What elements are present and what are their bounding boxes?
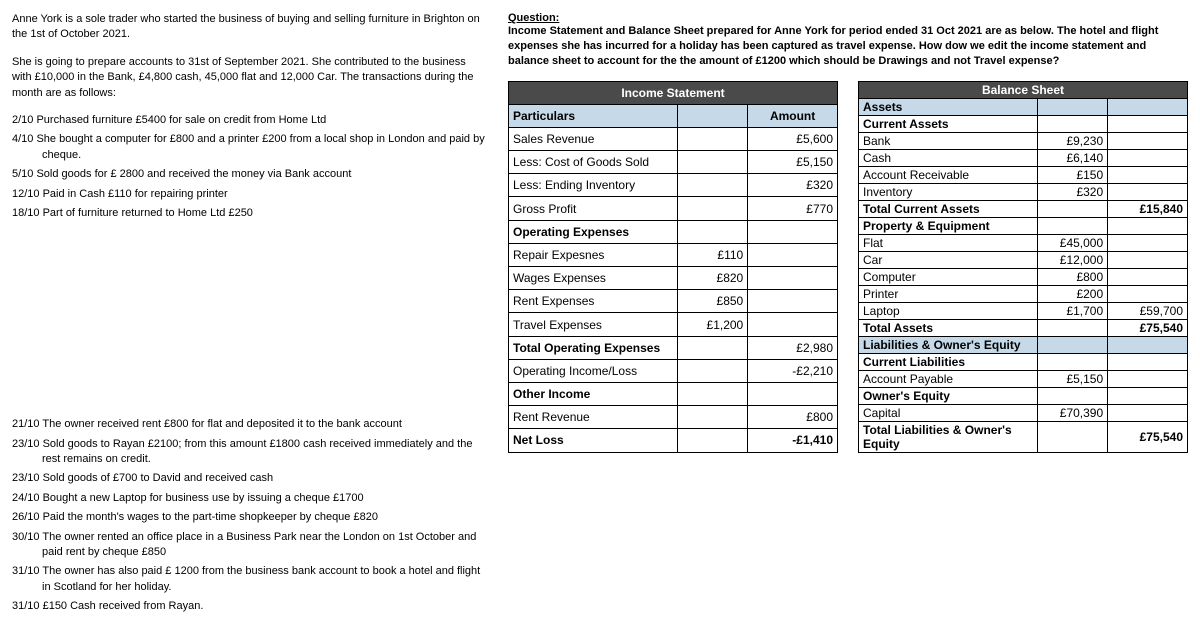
transaction-line: 30/10 The owner rented an office place i…	[12, 530, 488, 561]
bs-label: Total Current Assets	[859, 200, 1038, 217]
is-other-income-head: Other Income	[509, 382, 678, 405]
bs-val: £9,230	[1038, 132, 1108, 149]
is-label: Travel Expenses	[509, 313, 678, 336]
intro-p2: She is going to prepare accounts to 31st…	[12, 55, 488, 101]
is-col-particulars: Particulars	[509, 104, 678, 127]
is-val: £820	[678, 267, 748, 290]
income-statement-table: Income Statement Particulars Amount Sale…	[508, 81, 838, 453]
page-container: Anne York is a sole trader who started t…	[12, 12, 1188, 619]
is-col-blank	[678, 104, 748, 127]
bs-label: Computer	[859, 268, 1038, 285]
transaction-line: 23/10 Sold goods to Rayan £2100; from th…	[12, 437, 488, 468]
bs-val: £45,000	[1038, 234, 1108, 251]
transaction-line: 5/10 Sold goods for £ 2800 and received …	[12, 167, 488, 182]
bs-ppe-head: Property & Equipment	[859, 217, 1038, 234]
bs-le-head: Liabilities & Owner's Equity	[859, 336, 1038, 353]
question-block: Question: Income Statement and Balance S…	[508, 12, 1188, 69]
bs-label: Account Receivable	[859, 166, 1038, 183]
bs-label: Car	[859, 251, 1038, 268]
is-label: Less: Cost of Goods Sold	[509, 151, 678, 174]
left-column: Anne York is a sole trader who started t…	[12, 12, 488, 619]
transaction-line: 31/10 £150 Cash received from Rayan.	[12, 599, 488, 614]
spacer	[12, 225, 488, 405]
right-column: Question: Income Statement and Balance S…	[508, 12, 1188, 619]
bs-label: Bank	[859, 132, 1038, 149]
is-title: Income Statement	[509, 81, 838, 104]
is-label: Gross Profit	[509, 197, 678, 220]
bs-val: £150	[1038, 166, 1108, 183]
transactions-block-2: 21/10 The owner received rent £800 for f…	[12, 417, 488, 614]
is-col-amount: Amount	[748, 104, 838, 127]
bs-val: £70,390	[1038, 404, 1108, 421]
bs-label: Printer	[859, 285, 1038, 302]
bs-label: Cash	[859, 149, 1038, 166]
question-text: Income Statement and Balance Sheet prepa…	[508, 24, 1188, 69]
transaction-line: 24/10 Bought a new Laptop for business u…	[12, 491, 488, 506]
transaction-line: 18/10 Part of furniture returned to Home…	[12, 206, 488, 221]
is-label: Operating Income/Loss	[509, 359, 678, 382]
bs-label: Laptop	[859, 302, 1038, 319]
is-label: Rent Expenses	[509, 290, 678, 313]
bs-val: £12,000	[1038, 251, 1108, 268]
question-label: Question:	[508, 12, 1188, 24]
bs-total: £75,540	[1108, 319, 1188, 336]
bs-oe-head: Owner's Equity	[859, 387, 1038, 404]
is-amount: £770	[748, 197, 838, 220]
transaction-line: 4/10 She bought a computer for £800 and …	[12, 132, 488, 163]
is-amount: £5,600	[748, 127, 838, 150]
transactions-block-1: 2/10 Purchased furniture £5400 for sale …	[12, 113, 488, 221]
is-amount: £2,980	[748, 336, 838, 359]
bs-val: £1,700	[1038, 302, 1108, 319]
is-amount: -£1,410	[748, 429, 838, 452]
bs-label: Total Liabilities & Owner's Equity	[859, 421, 1038, 452]
transaction-line: 2/10 Purchased furniture £5400 for sale …	[12, 113, 488, 128]
bs-total: £59,700	[1108, 302, 1188, 319]
bs-label: Account Payable	[859, 370, 1038, 387]
bs-val: £200	[1038, 285, 1108, 302]
is-label: Rent Revenue	[509, 406, 678, 429]
is-amount: £320	[748, 174, 838, 197]
transaction-line: 23/10 Sold goods of £700 to David and re…	[12, 471, 488, 486]
is-val: £850	[678, 290, 748, 313]
is-label: Net Loss	[509, 429, 678, 452]
is-val: £110	[678, 243, 748, 266]
intro-p1: Anne York is a sole trader who started t…	[12, 12, 488, 43]
is-label: Less: Ending Inventory	[509, 174, 678, 197]
is-opex-head: Operating Expenses	[509, 220, 678, 243]
bs-val: £5,150	[1038, 370, 1108, 387]
is-label: Wages Expenses	[509, 267, 678, 290]
bs-val: £6,140	[1038, 149, 1108, 166]
transaction-line: 26/10 Paid the month's wages to the part…	[12, 510, 488, 525]
tables-row: Income Statement Particulars Amount Sale…	[508, 81, 1188, 453]
is-amount: -£2,210	[748, 359, 838, 382]
bs-title: Balance Sheet	[859, 81, 1188, 98]
bs-label: Total Assets	[859, 319, 1038, 336]
transaction-line: 31/10 The owner has also paid £ 1200 fro…	[12, 564, 488, 595]
bs-val: £320	[1038, 183, 1108, 200]
intro-text: Anne York is a sole trader who started t…	[12, 12, 488, 101]
bs-total: £75,540	[1108, 421, 1188, 452]
transaction-line: 21/10 The owner received rent £800 for f…	[12, 417, 488, 432]
bs-val: £800	[1038, 268, 1108, 285]
bs-label: Capital	[859, 404, 1038, 421]
is-label: Repair Expesnes	[509, 243, 678, 266]
bs-label: Flat	[859, 234, 1038, 251]
balance-sheet-table: Balance Sheet Assets Current Assets Bank…	[858, 81, 1188, 453]
bs-cl-head: Current Liabilities	[859, 353, 1038, 370]
is-label: Total Operating Expenses	[509, 336, 678, 359]
is-amount: £5,150	[748, 151, 838, 174]
transaction-line: 12/10 Paid in Cash £110 for repairing pr…	[12, 187, 488, 202]
is-label: Sales Revenue	[509, 127, 678, 150]
is-amount: £800	[748, 406, 838, 429]
bs-assets-head: Assets	[859, 98, 1038, 115]
bs-total: £15,840	[1108, 200, 1188, 217]
bs-ca-head: Current Assets	[859, 115, 1038, 132]
is-val: £1,200	[678, 313, 748, 336]
bs-label: Inventory	[859, 183, 1038, 200]
